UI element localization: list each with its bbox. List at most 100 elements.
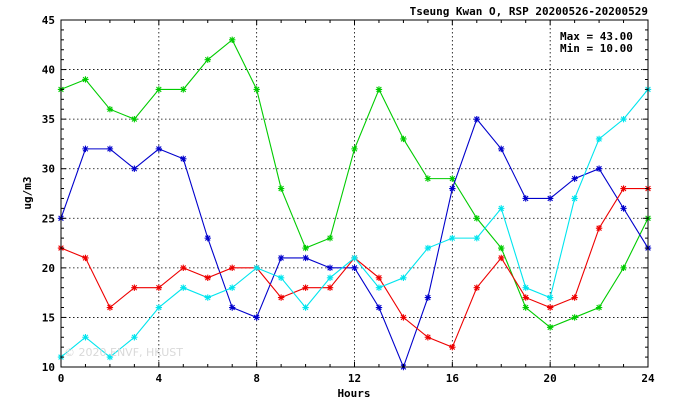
series-3-point (204, 294, 211, 301)
series-2-point (473, 284, 480, 291)
y-tick-label: 10 (42, 361, 55, 374)
series-2-point (180, 264, 187, 272)
series-2-point (302, 284, 309, 291)
series-2-point (620, 185, 627, 192)
x-tick-label: 4 (156, 372, 163, 385)
series-3-point (449, 234, 456, 242)
series-0-point (155, 86, 163, 93)
series-1-point (180, 155, 187, 162)
series-2-point (546, 304, 554, 311)
series-2-point (204, 274, 211, 281)
y-tick-label: 20 (42, 262, 55, 275)
y-tick-label: 25 (42, 212, 55, 225)
series-0-point (620, 264, 627, 272)
y-tick-label: 45 (42, 14, 55, 27)
series-1-point (302, 254, 309, 262)
series-0-point (522, 304, 529, 311)
series-3-point (180, 284, 187, 291)
series-3-point (277, 274, 285, 281)
series-2-point (277, 294, 285, 301)
series-1-point (424, 294, 432, 301)
y-tick-label: 35 (42, 113, 55, 126)
series-2-point (326, 284, 334, 291)
series-0-point (375, 86, 383, 93)
series-2-point (595, 225, 603, 232)
series-3-point (253, 264, 260, 272)
series-0-point (106, 106, 114, 113)
min-stat: Min = 10.00 (560, 42, 633, 55)
series-1-point (253, 314, 260, 321)
series-0-point (449, 175, 456, 182)
series-2-point (229, 264, 236, 272)
series-3-point (82, 334, 89, 341)
series-2-point (82, 254, 89, 262)
series-3-point (229, 284, 236, 291)
series-2-point (155, 284, 163, 291)
series-3-point (155, 304, 163, 311)
series-3-point (302, 304, 309, 311)
y-tick-label: 40 (42, 64, 55, 77)
max-stat: Max = 43.00 (560, 30, 633, 43)
series-0-point (131, 115, 138, 123)
series-1-point (277, 254, 285, 262)
y-tick-label: 30 (42, 163, 55, 176)
tick-marks (60, 19, 649, 368)
series-1-point (229, 304, 236, 311)
series-2-point (522, 294, 529, 301)
series-1-point (620, 205, 627, 212)
series-2-point (375, 274, 383, 281)
series-3-point (620, 115, 627, 123)
x-tick-label: 0 (58, 372, 65, 385)
series-1-point (571, 175, 578, 182)
y-axis-label: ug/m3 (21, 176, 34, 209)
series-0-point (326, 234, 334, 242)
series-1-point (449, 185, 456, 192)
series-1-point (595, 165, 603, 172)
y-tick-label: 15 (42, 311, 55, 324)
series-3-point (351, 254, 358, 262)
series-group (57, 36, 652, 371)
series-3-point (424, 244, 432, 252)
series-0-point (351, 145, 358, 153)
series-1-point (131, 165, 138, 172)
chart-title: Tseung Kwan O, RSP 20200526-20200529 (410, 5, 648, 18)
series-1-point (82, 145, 89, 153)
series-0-point (302, 244, 309, 252)
series-2-point (400, 314, 407, 321)
series-0-point (546, 324, 554, 331)
series-1-point (375, 304, 383, 311)
series-1-point (522, 195, 529, 202)
series-3-point (375, 284, 383, 291)
x-tick-label: 16 (446, 372, 460, 385)
series-2-point (131, 284, 138, 291)
series-0-point (253, 86, 260, 93)
series-0-point (424, 175, 432, 182)
grid-lines (61, 20, 648, 367)
series-2-point (106, 304, 114, 311)
series-3-point (400, 274, 407, 281)
series-0-point (180, 86, 187, 93)
series-0-point (400, 135, 407, 143)
x-tick-label: 8 (253, 372, 260, 385)
series-1-point (155, 145, 163, 153)
series-3-point (473, 234, 480, 242)
x-tick-label: 20 (544, 372, 557, 385)
series-1-point (326, 264, 334, 272)
series-0-point (82, 76, 89, 83)
series-0-point (204, 56, 211, 63)
series-1-point (498, 145, 505, 153)
x-axis-label: Hours (337, 387, 370, 400)
series-2-point (571, 294, 578, 301)
series-3-point (131, 334, 138, 341)
y-tick-labels: 10 15 20 25 30 35 40 45 (42, 14, 55, 374)
series-2-point (449, 343, 456, 351)
series-3-point (326, 274, 334, 281)
series-0-point (595, 304, 603, 311)
series-0-point (473, 215, 480, 222)
series-3-point (546, 294, 554, 301)
series-0-point (498, 244, 505, 252)
series-0-point (277, 185, 285, 192)
series-2-point (498, 254, 505, 262)
x-tick-label: 12 (348, 372, 361, 385)
